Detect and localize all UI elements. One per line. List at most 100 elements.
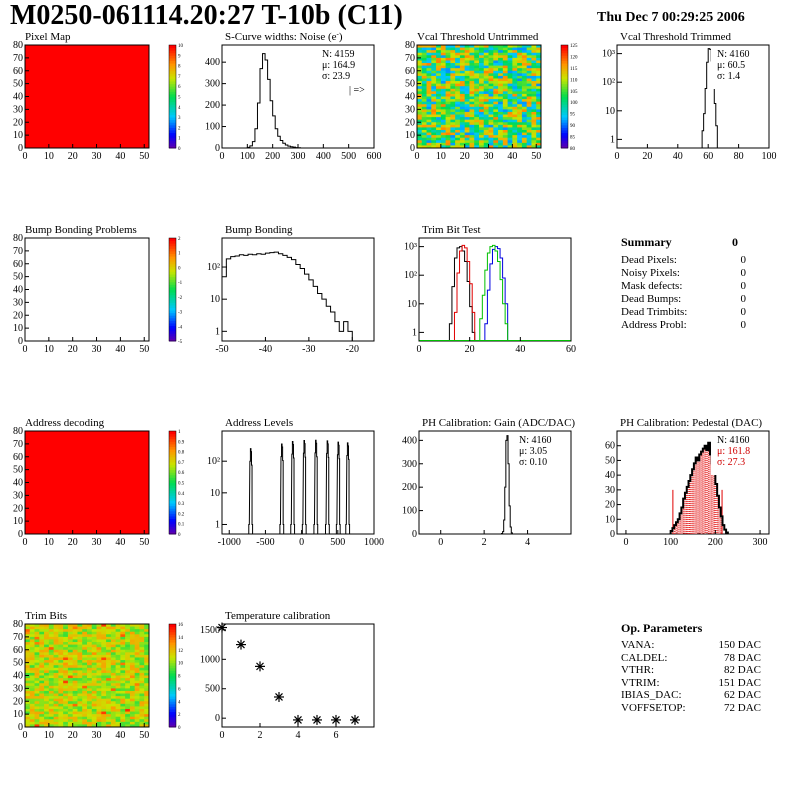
heatmap-cell — [67, 660, 74, 664]
heatmap-cell — [426, 93, 432, 98]
y-tick-label: 70 — [13, 53, 23, 64]
heatmap-cell — [521, 122, 528, 126]
heatmap-cell — [25, 636, 31, 640]
heatmap-cell — [488, 88, 494, 92]
pixel-map-panel: 0 10 20 30 40 50 0 10 20 30 40 50 60 70 80 0 1 2 3 4 5 6 7 8 9 10… — [5, 30, 199, 220]
heatmap-cell — [498, 117, 504, 121]
heatmap-cell — [445, 75, 451, 79]
heatmap-cell — [29, 678, 36, 682]
color-bar-segment — [169, 129, 176, 134]
heatmap-cell — [483, 142, 490, 146]
color-bar-segment — [561, 124, 568, 128]
heatmap-cell — [134, 675, 140, 679]
heatmap-cell — [58, 711, 64, 715]
heatmap-cell — [96, 657, 102, 661]
color-bar-label: -1 — [178, 281, 183, 286]
heatmap-cell — [445, 65, 451, 69]
heatmap-cell — [77, 696, 83, 700]
x-tick-label: 10 — [44, 344, 54, 355]
heatmap-cell — [87, 626, 93, 630]
heatmap-cell — [483, 78, 490, 82]
heatmap-cell — [115, 719, 121, 723]
heatmap-cell — [440, 57, 447, 61]
heatmap-cell — [507, 81, 513, 85]
heatmap-cell — [120, 696, 126, 700]
heatmap-cell — [96, 634, 102, 638]
heatmap-cell — [48, 690, 55, 695]
heatmap-cell — [474, 140, 480, 144]
heatmap-cell — [450, 45, 456, 49]
heatmap-cell — [536, 132, 542, 136]
heatmap-cell — [53, 701, 59, 705]
heatmap-cell — [493, 114, 499, 118]
heatmap-cell — [536, 78, 542, 82]
heatmap-cell — [53, 670, 59, 674]
heatmap-cell — [48, 706, 55, 710]
heatmap-cell — [129, 683, 136, 687]
heatmap-cell — [34, 636, 40, 640]
color-bar-segment — [169, 338, 176, 342]
heatmap-cell — [459, 122, 466, 126]
heatmap-cell — [445, 127, 451, 131]
heatmap-cell — [417, 86, 423, 90]
heatmap-cell — [63, 642, 69, 646]
color-bar-segment — [169, 526, 176, 530]
heatmap-cell — [421, 111, 428, 116]
chart-title: Trim Bit Test — [422, 224, 481, 236]
heatmap-cell — [34, 698, 40, 702]
heatmap-cell — [125, 667, 131, 671]
heatmap-cell — [96, 693, 102, 697]
heatmap-cell — [483, 68, 490, 72]
heatmap-cell — [72, 665, 78, 669]
color-bar-label: 10 — [178, 662, 184, 667]
heatmap-cell — [493, 101, 499, 105]
heatmap-cell — [125, 716, 131, 720]
color-bar-label: 4 — [178, 700, 181, 705]
heatmap-cell — [440, 60, 447, 64]
heatmap-cell — [426, 122, 432, 126]
heatmap-cell — [48, 660, 55, 664]
color-bar-segment — [169, 438, 176, 442]
heatmap-cell — [53, 675, 59, 679]
heatmap-cell — [67, 629, 74, 633]
heatmap-cell — [110, 636, 117, 640]
heatmap-cell — [488, 145, 494, 149]
heatmap-cell — [436, 45, 442, 49]
address-level-peak — [248, 448, 254, 534]
heatmap-cell — [115, 678, 121, 682]
chart-title: Vcal Threshold Untrimmed — [417, 31, 539, 43]
heatmap-cell — [58, 688, 64, 692]
op-parameter-row: VTHR: 82 DAC — [621, 664, 761, 677]
heatmap-cell — [25, 721, 31, 725]
heatmap-cell — [129, 675, 136, 679]
heatmap-cell — [445, 63, 451, 67]
heatmap-cell — [67, 639, 74, 643]
heatmap-cell — [115, 629, 121, 633]
heatmap-cell — [459, 52, 466, 56]
color-bar-label: -5 — [178, 340, 183, 345]
heatmap-cell — [34, 662, 40, 666]
heatmap-cell — [96, 667, 102, 671]
heatmap-cell — [421, 109, 428, 113]
heatmap-cell — [139, 706, 145, 710]
heatmap-cell — [115, 708, 121, 713]
color-bar-segment — [169, 510, 176, 514]
heatmap-cell — [101, 680, 107, 684]
heatmap-cell — [521, 127, 528, 131]
x-tick-label: 40 — [515, 344, 525, 355]
heatmap-cell — [498, 88, 504, 92]
heatmap-cell — [72, 678, 78, 682]
heatmap-cell — [91, 639, 98, 643]
heatmap-cell — [48, 670, 55, 674]
heatmap-cell — [536, 75, 542, 79]
heatmap-cell — [96, 660, 102, 664]
heatmap-cell — [431, 99, 437, 103]
heatmap-cell — [120, 636, 126, 640]
heatmap-cell — [479, 135, 485, 139]
heatmap-cell — [39, 719, 45, 723]
heatmap-cell — [129, 670, 136, 674]
y-tick-label: 70 — [405, 53, 415, 64]
heatmap-cell — [67, 667, 74, 671]
heatmap-cell — [502, 52, 509, 56]
heatmap-cell — [58, 680, 64, 684]
